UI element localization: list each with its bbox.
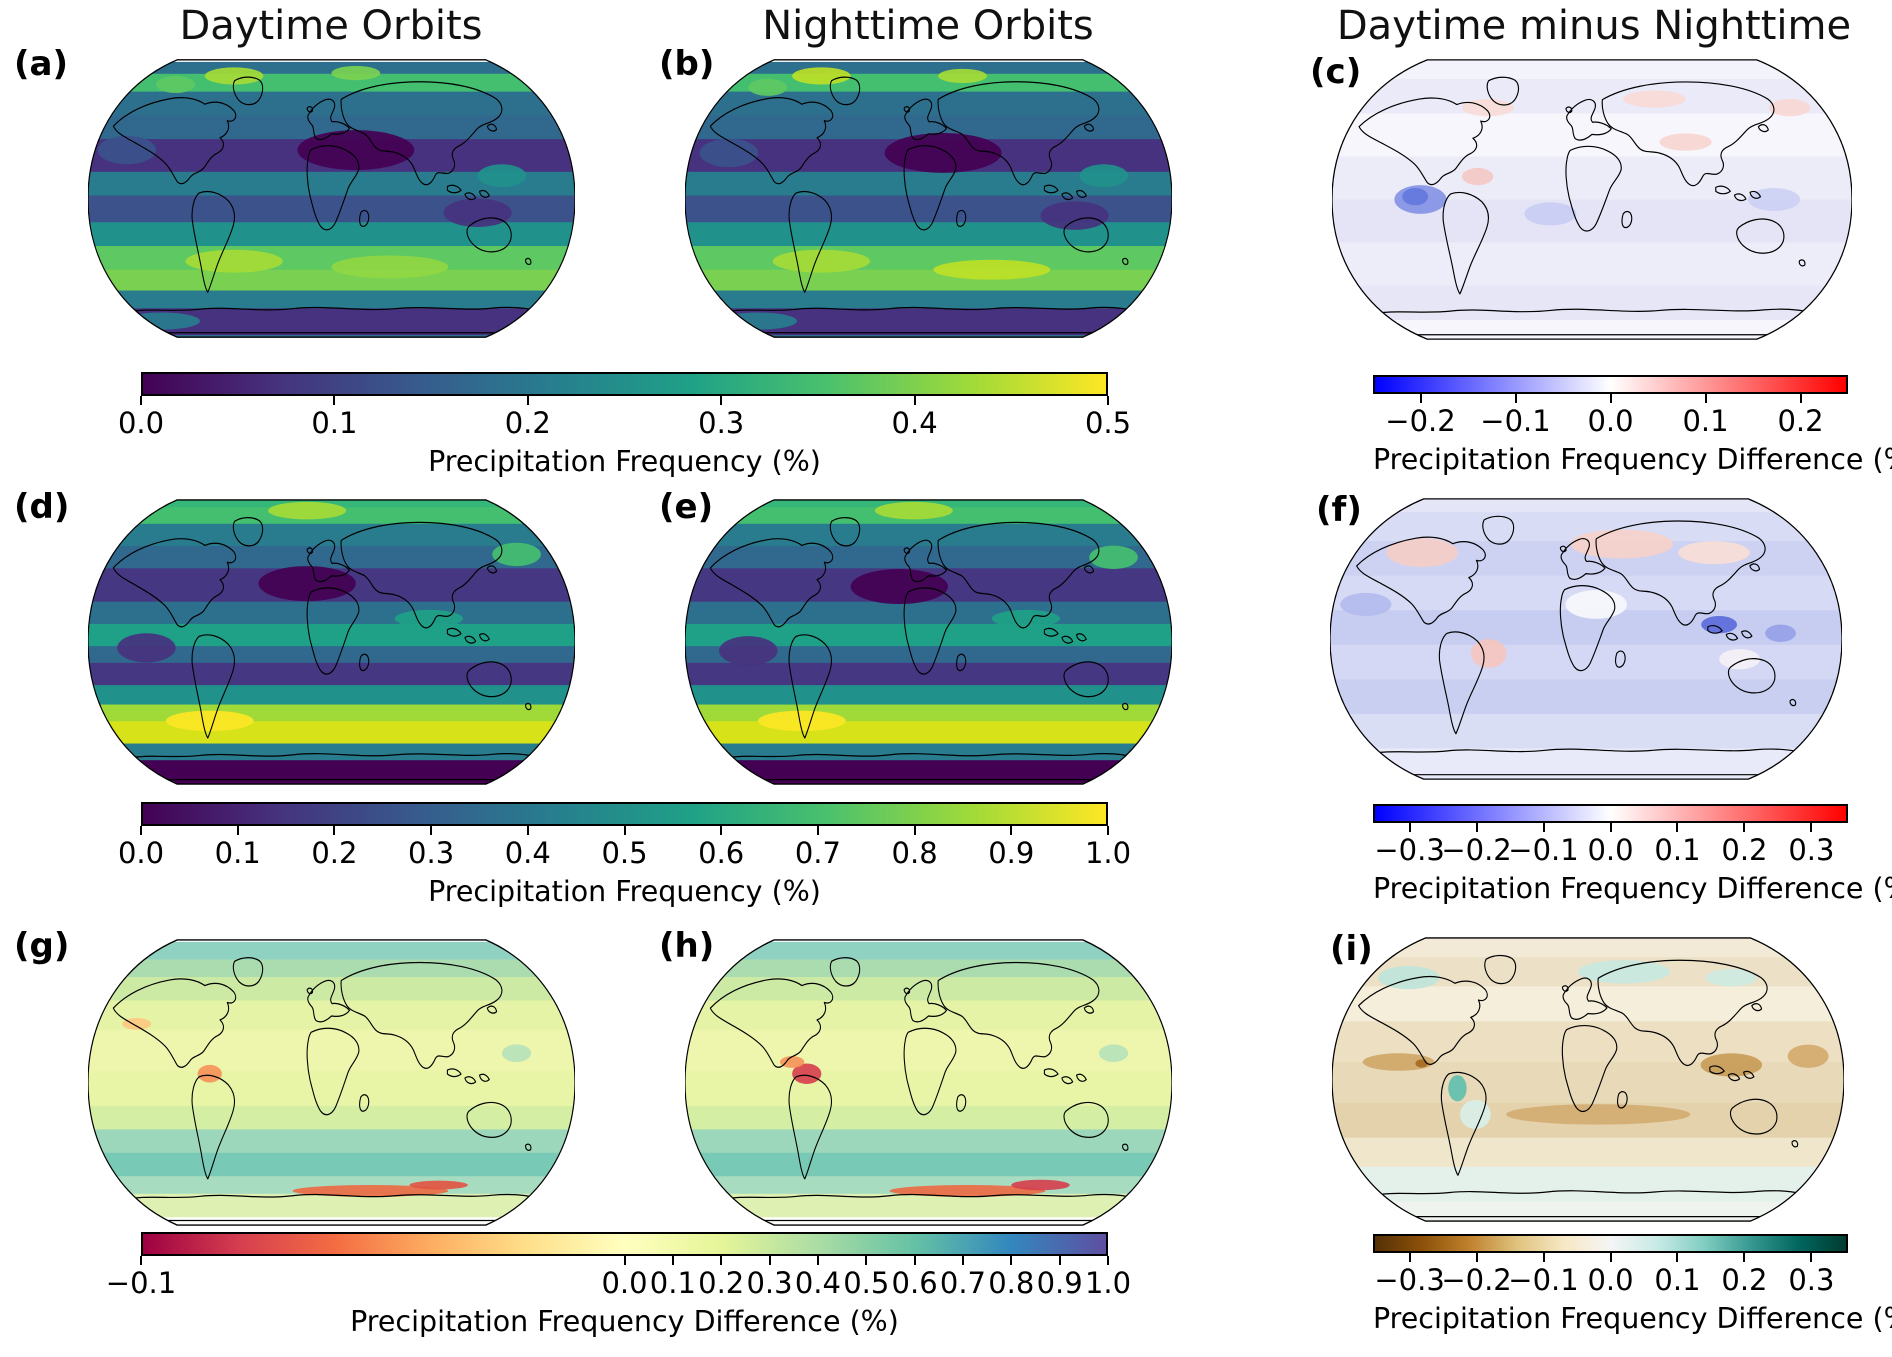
map-panel-c [1332,56,1852,343]
colorbar-ticks [140,396,1109,406]
colorbar-diff-row3-right: −0.3 −0.2 −0.1 0.0 0.1 0.2 0.3 Precipitation F… [1373,1234,1892,1335]
map-panel-i [1332,934,1844,1225]
colorbar-tick-labels: −0.1 0.0 0.1 0.2 0.3 0.4 0.5 0.6 0.7 0.8 0.9 1.0 [105,1266,1132,1300]
map-panel-h [685,936,1172,1229]
column-title-nighttime: Nighttime Orbits [762,3,1094,49]
colorbar-ticks [1373,1253,1848,1263]
panel-label-b: (b) [659,44,715,84]
panel-label-f: (f) [1316,490,1362,530]
colorbar-axis-label: Precipitation Frequency Difference (%) [350,1305,899,1338]
colorbar-gradient [141,1232,1108,1256]
panel-label-g: (g) [14,926,70,966]
colorbar-precip-freq-row1: 0.0 0.1 0.2 0.3 0.4 0.5 Precipitation Frequen… [117,372,1132,478]
colorbar-tick-labels: 0.0 0.1 0.2 0.3 0.4 0.5 [117,406,1132,440]
colorbar-diff-row1: −0.2 −0.1 0.0 0.1 0.2 Precipitation Frequenc… [1373,375,1892,476]
panel-label-c: (c) [1310,52,1362,92]
map-panel-a [88,56,575,341]
map-panel-b [685,56,1172,341]
colorbar-axis-label: Precipitation Frequency (%) [428,445,821,478]
colorbar-axis-label: Precipitation Frequency (%) [428,875,821,908]
panel-label-e: (e) [659,487,714,527]
colorbar-tick-labels: 0.0 0.1 0.2 0.3 0.4 0.5 0.6 0.7 0.8 0.9 1.0 [117,836,1132,870]
colorbar-diff-row2: −0.3 −0.2 −0.1 0.0 0.1 0.2 0.3 Precipitation F… [1373,804,1892,905]
column-title-difference: Daytime minus Nighttime [1336,3,1852,49]
colorbar-gradient [1373,804,1848,823]
column-title-daytime: Daytime Orbits [179,3,483,49]
colorbar-ticks [140,826,1109,836]
colorbar-axis-label: Precipitation Frequency Difference (%) [1373,872,1892,905]
colorbar-gradient [141,802,1108,826]
panel-label-d: (d) [14,487,70,527]
colorbar-axis-label: Precipitation Frequency Difference (%) [1373,443,1892,476]
colorbar-tick-labels: −0.3 −0.2 −0.1 0.0 0.1 0.2 0.3 [1374,833,1835,867]
panel-label-a: (a) [14,44,69,84]
map-panel-e [685,496,1172,788]
map-panel-g [88,936,575,1229]
colorbar-precip-freq-row2: 0.0 0.1 0.2 0.3 0.4 0.5 0.6 0.7 0.8 0.9 1.0 Precip… [117,802,1132,908]
colorbar-ticks [1373,823,1848,833]
colorbar-ticks [1373,394,1848,404]
colorbar-ticks [140,1256,1109,1266]
colorbar-tick-labels: −0.3 −0.2 −0.1 0.0 0.1 0.2 0.3 [1374,1263,1835,1297]
colorbar-gradient [1373,1234,1848,1253]
colorbar-gradient [1373,375,1848,394]
map-panel-d [88,496,575,788]
colorbar-gradient [141,372,1108,396]
map-panel-f [1330,495,1842,783]
panel-label-i: (i) [1330,929,1373,969]
colorbar-tick-labels: −0.2 −0.1 0.0 0.1 0.2 [1385,404,1824,438]
panel-label-h: (h) [659,926,715,966]
colorbar-axis-label: Precipitation Frequency Difference (%) [1373,1302,1892,1335]
colorbar-diff-row3: −0.1 0.0 0.1 0.2 0.3 0.4 0.5 0.6 0.7 0.8 0.9 1.0 Pr… [105,1232,1132,1338]
